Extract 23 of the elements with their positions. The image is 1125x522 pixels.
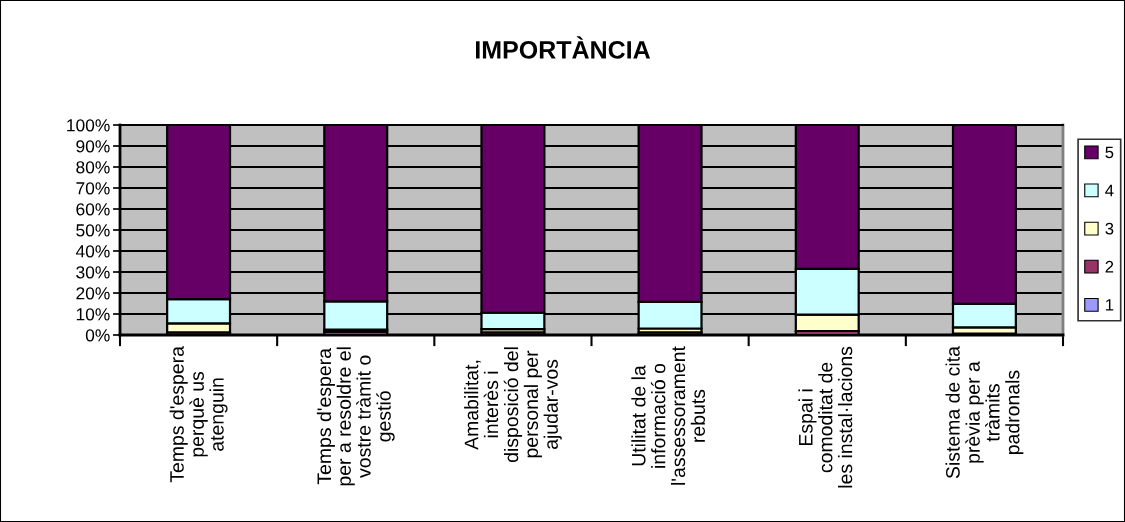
legend-label: 4 (1105, 184, 1114, 197)
x-tick-label: Espai i comoditat de les instal·lacions (798, 346, 853, 488)
y-tick-label: 100% (67, 119, 110, 132)
y-tick-label: 50% (76, 224, 110, 237)
x-tick-label: Sistema de cita prèvia per a tràmits padronals (945, 346, 1024, 479)
y-tick-label: 70% (76, 182, 110, 195)
x-tick-label: Temps d'espera perquè us atenguin (169, 346, 228, 483)
y-tick-label: 80% (76, 161, 110, 174)
legend-label: 1 (1106, 299, 1114, 311)
legend-label: 2 (1105, 260, 1114, 273)
y-tick-label: 20% (76, 287, 110, 300)
y-tick-label: 90% (76, 140, 110, 153)
y-tick-label: 40% (75, 245, 110, 258)
y-tick-label: 30% (76, 266, 110, 279)
legend-label: 3 (1105, 222, 1114, 235)
x-tick-label: Utilitat de la informació o l'assessorament rebuts (631, 346, 706, 485)
y-tick-label: 60% (76, 203, 110, 216)
chart-title: IMPORTÀNCIA (475, 36, 651, 59)
y-tick-label: 0% (85, 329, 110, 342)
x-tick-label: Amabilitat, interès i disposició del personal per ajudar-vos (464, 347, 562, 463)
legend-label: 5 (1105, 146, 1114, 159)
y-tick-label: 10% (76, 308, 110, 321)
x-tick-label: Temps d'espera per a resoldre el vostre tràmit o gestió (316, 347, 395, 486)
